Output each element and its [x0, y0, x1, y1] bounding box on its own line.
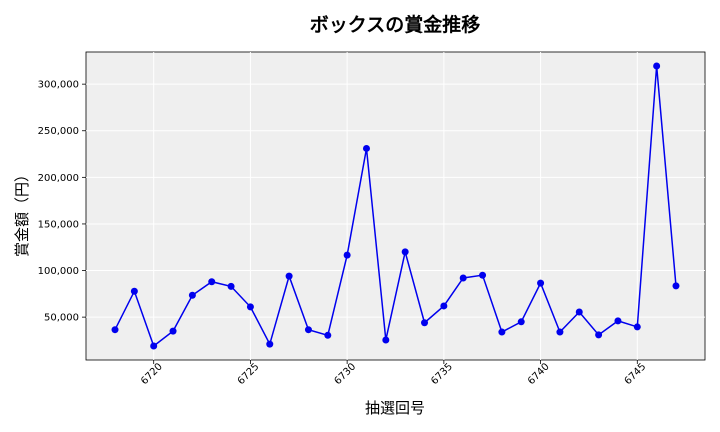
y-axis: 50,000 100,000 150,000 200,000 250,000 300,00… [38, 80, 86, 324]
series-line [114, 65, 677, 348]
y-tick-label: 200,000 [38, 173, 79, 184]
data-point [440, 302, 448, 310]
x-axis-label: 抽選回号 [365, 399, 425, 417]
data-point [517, 318, 525, 326]
data-point [537, 279, 545, 287]
data-point [382, 336, 390, 344]
data-point [498, 328, 506, 336]
data-point [362, 144, 370, 152]
plot-area [85, 51, 706, 361]
x-tick-label: 6720 [139, 361, 165, 387]
y-tick-label: 150,000 [38, 219, 79, 230]
x-tick-label: 6735 [429, 361, 455, 387]
data-point [208, 278, 216, 286]
data-point [150, 342, 158, 350]
data-point [169, 327, 177, 335]
chart-title: ボックスの賞金推移 [310, 13, 480, 36]
x-tick-label: 6745 [623, 361, 649, 387]
data-point [672, 282, 680, 290]
y-tick-label: 300,000 [38, 80, 79, 91]
y-tick-label: 100,000 [38, 266, 79, 277]
data-point [111, 326, 119, 334]
data-point [188, 291, 196, 299]
data-point [266, 340, 274, 348]
data-point [246, 303, 254, 311]
x-tick-label: 6730 [332, 361, 358, 387]
data-point [653, 62, 661, 70]
y-tick-label: 250,000 [38, 126, 79, 137]
data-point [324, 331, 332, 339]
data-point [633, 323, 641, 331]
data-point [401, 248, 409, 256]
data-point [343, 251, 351, 259]
data-point [614, 317, 622, 325]
data-point [130, 287, 138, 295]
data-point [575, 308, 583, 316]
data-point [556, 328, 564, 336]
x-tick-label: 6740 [526, 361, 552, 387]
data-point [285, 272, 293, 280]
y-tick-label: 50,000 [44, 313, 79, 324]
y-axis-label: 賞金額（円） [13, 167, 31, 257]
x-axis: 6720 6725 6730 6735 6740 6745 [139, 360, 648, 387]
x-tick-label: 6725 [236, 361, 262, 387]
data-point [479, 271, 487, 279]
data-point [421, 319, 429, 327]
series-group [111, 62, 680, 350]
data-point [595, 331, 603, 339]
data-point [227, 282, 235, 290]
grid [86, 52, 705, 360]
data-point [459, 274, 467, 282]
data-point [304, 326, 312, 334]
